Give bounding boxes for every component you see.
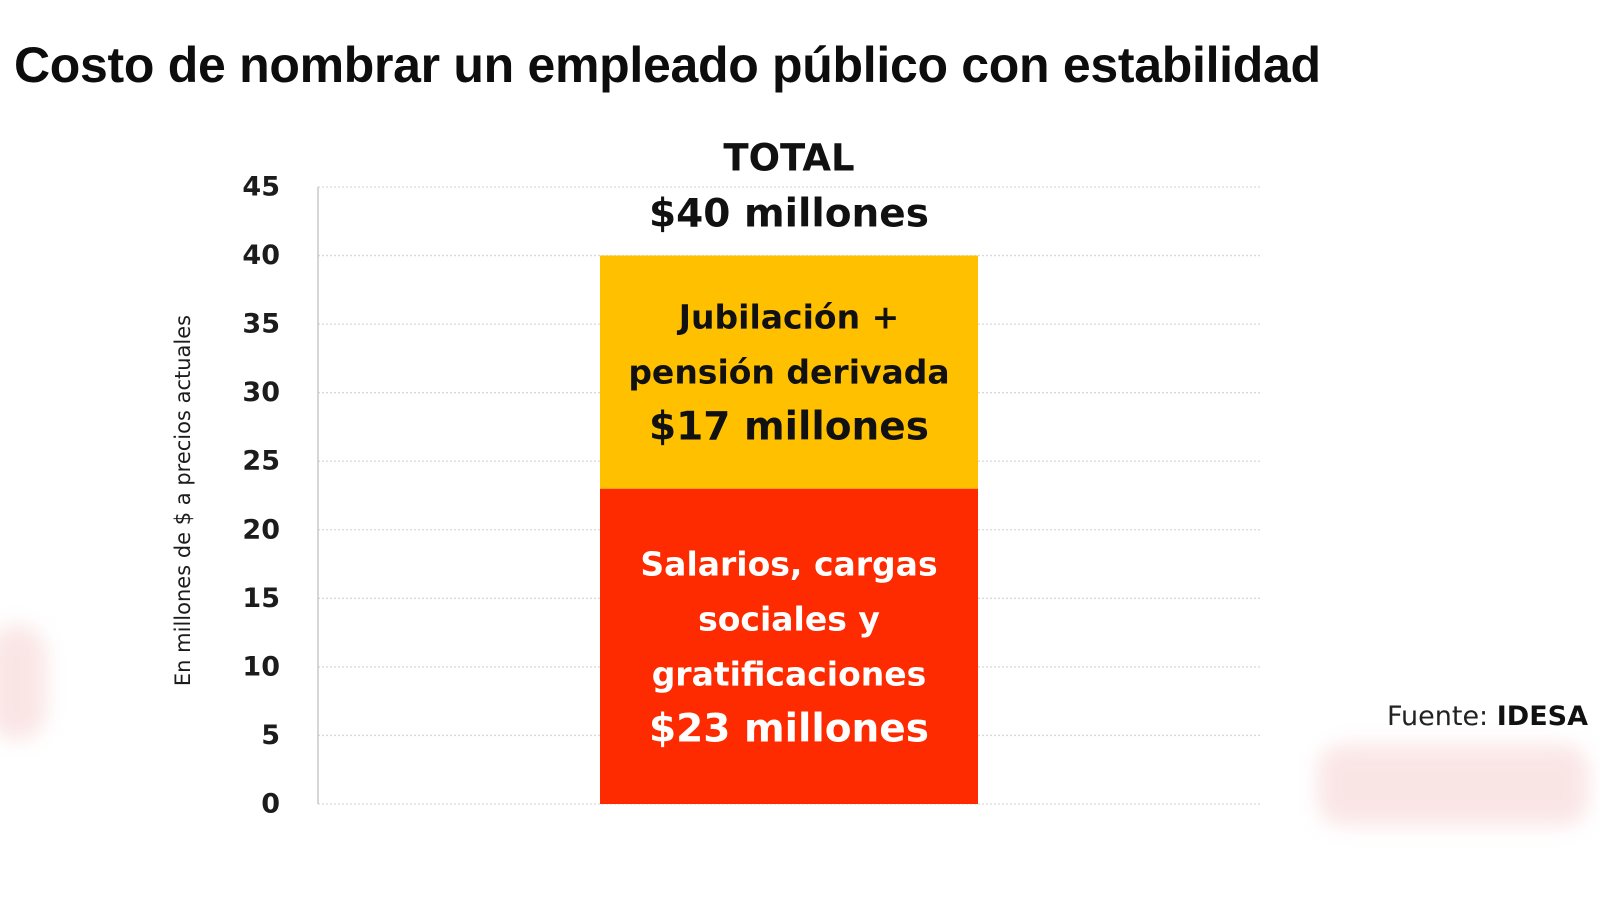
y-axis-title: En millones de $ a precios actuales [171, 315, 195, 686]
y-tick-label: 20 [242, 514, 280, 545]
y-tick-label: 0 [261, 789, 280, 820]
blurred-decoration-left [0, 625, 46, 740]
segment-label-line: gratificaciones [652, 654, 927, 693]
segment-value-label: $23 millones [649, 706, 929, 751]
y-tick-label: 5 [261, 720, 280, 751]
y-tick-label: 15 [242, 583, 280, 614]
source-prefix: Fuente: [1386, 701, 1489, 732]
blurred-decoration-right [1318, 745, 1588, 825]
segment-label-line: Jubilación + [677, 298, 899, 337]
segment-label-line: pensión derivada [628, 353, 949, 392]
segment-label-line: sociales y [698, 599, 880, 638]
bar-segment-jubilacion [600, 255, 978, 489]
chart-title: Costo de nombrar un empleado público con… [14, 37, 1321, 93]
y-tick-label: 30 [242, 377, 280, 408]
total-label-value: $40 millones [649, 192, 929, 237]
y-tick-label: 35 [242, 309, 280, 340]
source-name: IDESA [1496, 701, 1588, 732]
segment-label-line: Salarios, cargas [640, 544, 937, 583]
bar-segment-salarios [600, 488, 978, 804]
y-tick-label: 10 [242, 651, 280, 682]
total-label-title: TOTAL [723, 137, 854, 180]
source-note: Fuente: IDESA [1387, 701, 1588, 732]
y-tick-label: 25 [242, 446, 280, 477]
y-tick-label: 40 [242, 240, 280, 271]
segment-value-label: $17 millones [649, 405, 929, 450]
y-tick-label: 45 [242, 172, 280, 203]
